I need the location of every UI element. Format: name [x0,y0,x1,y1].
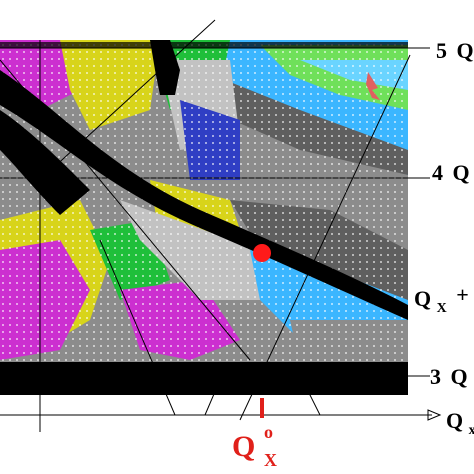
label-4q: 4 Q [432,160,470,185]
label-4q-prefix: 4 [432,160,443,185]
guide-diag-1 [39,19,216,181]
side-label-qx-plus: Q X + [414,282,469,317]
guide-drop-1 [204,379,221,416]
guide-diag-5 [299,374,321,416]
black-cluster-left [0,110,90,215]
label-4q-letter: Q [453,160,470,185]
label-5q-letter: Q [457,38,474,63]
label-3q: 3 Q [430,364,468,389]
threshold-superscript: o [264,422,273,442]
x-axis-label: Q x [446,408,474,438]
guide-diag-3 [239,54,411,421]
x-axis-label-subscript: x [469,423,474,438]
threshold-letter: Q [232,430,255,463]
guide-diag-2 [0,59,251,361]
x-axis-label-letter: Q [446,408,463,433]
label-3q-letter: Q [451,364,468,389]
side-label-subscript: X [437,301,447,316]
threshold-subscript: X [264,450,277,470]
black-top-band [0,42,408,48]
black-diagonal-band [0,70,408,320]
side-label-suffix: + [456,282,469,307]
red-glyph-top-right [366,72,380,100]
side-label-letter: Q [414,286,431,311]
guide-diag-4 [99,239,176,416]
label-5q: 5 Q [436,38,474,63]
black-bottom-band [0,362,408,395]
threshold-label: Q [232,430,255,463]
marker-point [253,244,271,262]
heatmap-region [0,40,408,395]
black-v-branch [150,40,180,95]
label-3q-prefix: 3 [430,364,441,389]
label-5q-prefix: 5 [436,38,447,63]
x-axis-arrow [427,409,442,421]
